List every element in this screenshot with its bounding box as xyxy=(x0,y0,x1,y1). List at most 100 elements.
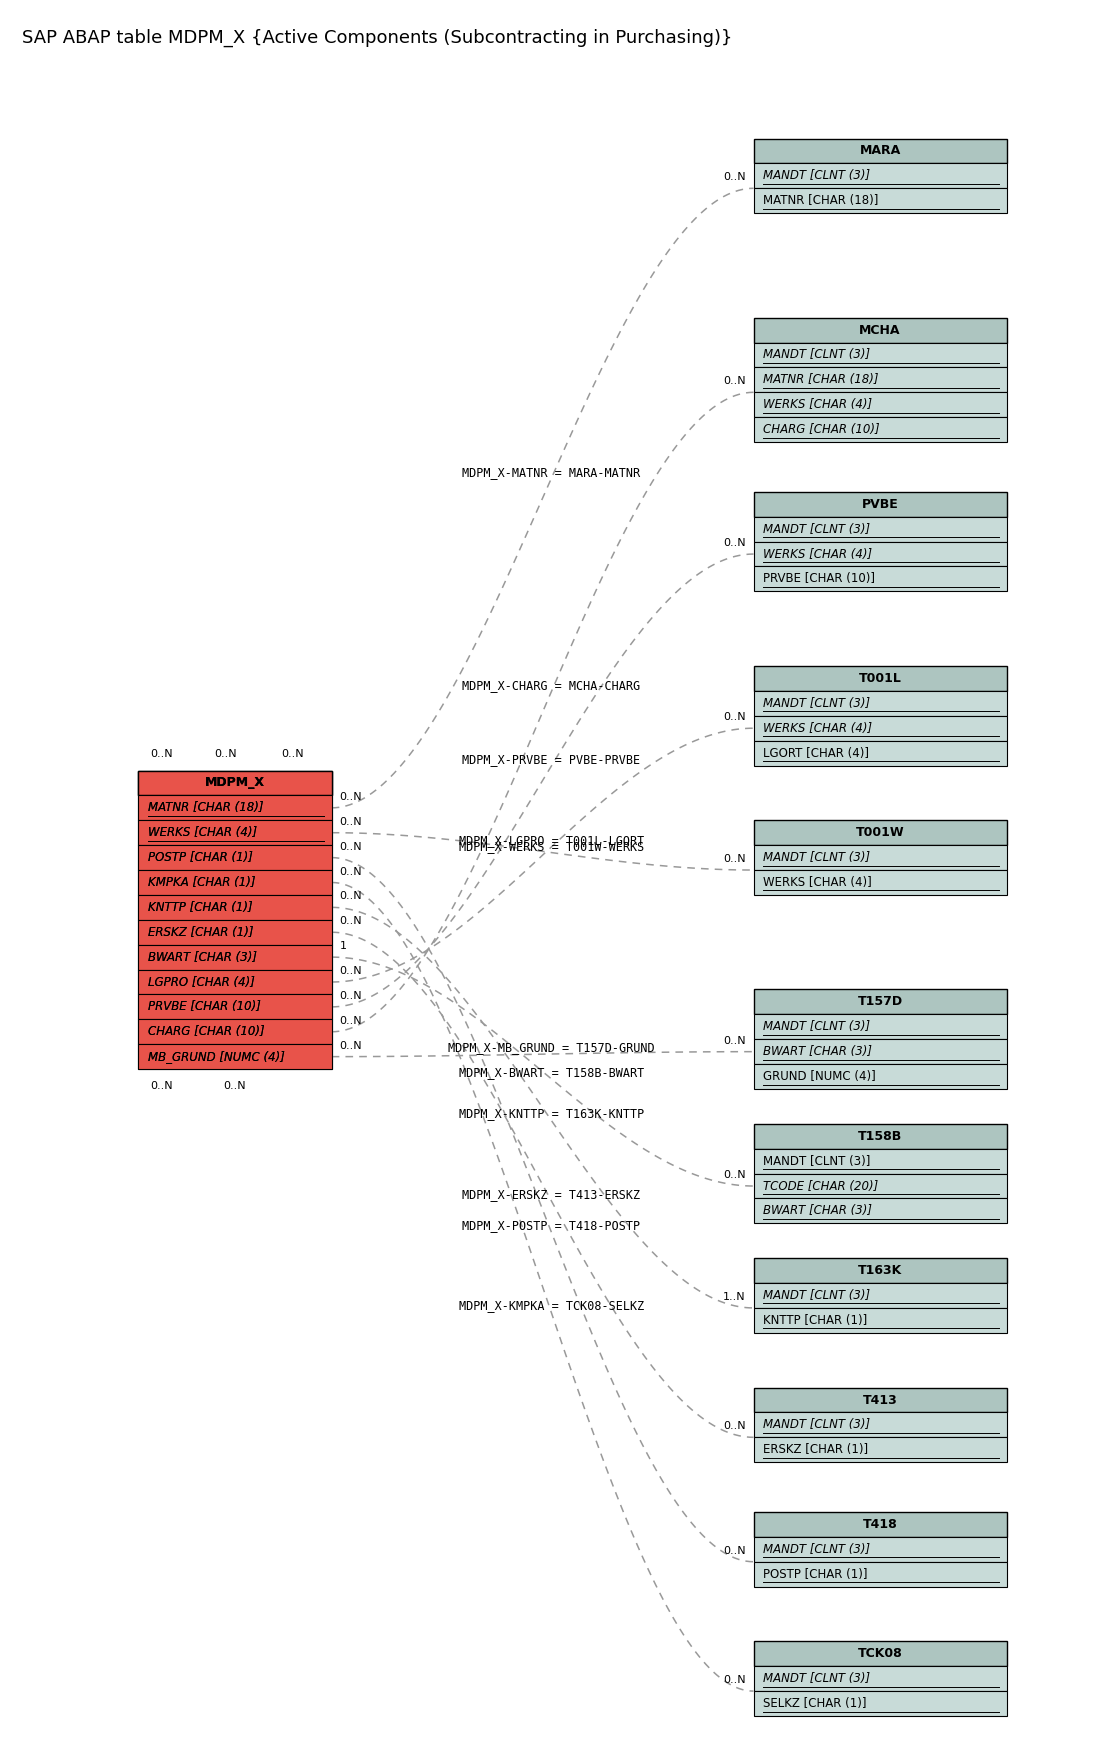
FancyBboxPatch shape xyxy=(139,820,332,846)
Text: MDPM_X-KMPKA = TCK08-SELKZ: MDPM_X-KMPKA = TCK08-SELKZ xyxy=(459,1299,643,1313)
FancyBboxPatch shape xyxy=(139,920,332,944)
Text: CHARG [CHAR (10)]: CHARG [CHAR (10)] xyxy=(149,1025,265,1039)
Text: LGPRO [CHAR (4)]: LGPRO [CHAR (4)] xyxy=(149,976,255,988)
Text: ERSKZ [CHAR (1)]: ERSKZ [CHAR (1)] xyxy=(149,925,254,939)
FancyBboxPatch shape xyxy=(754,1388,1006,1413)
Text: PRVBE [CHAR (10)]: PRVBE [CHAR (10)] xyxy=(763,572,876,586)
FancyBboxPatch shape xyxy=(139,969,332,995)
FancyBboxPatch shape xyxy=(754,1437,1006,1462)
Text: 0..N: 0..N xyxy=(723,1674,745,1685)
FancyBboxPatch shape xyxy=(754,870,1006,895)
Text: 0..N: 0..N xyxy=(723,1546,745,1555)
FancyBboxPatch shape xyxy=(754,1513,1006,1537)
Text: MANDT [CLNT (3)]: MANDT [CLNT (3)] xyxy=(763,1020,870,1034)
Text: 0..N: 0..N xyxy=(150,1081,173,1092)
FancyBboxPatch shape xyxy=(754,1307,1006,1332)
FancyBboxPatch shape xyxy=(754,846,1006,870)
FancyBboxPatch shape xyxy=(139,895,332,920)
Text: LGORT [CHAR (4)]: LGORT [CHAR (4)] xyxy=(763,746,869,760)
FancyBboxPatch shape xyxy=(754,1283,1006,1307)
Text: MANDT [CLNT (3)]: MANDT [CLNT (3)] xyxy=(763,1155,871,1167)
Text: 0..N: 0..N xyxy=(723,1171,745,1179)
Text: 0..N: 0..N xyxy=(340,867,362,876)
Text: POSTP [CHAR (1)]: POSTP [CHAR (1)] xyxy=(149,851,252,863)
Text: MANDT [CLNT (3)]: MANDT [CLNT (3)] xyxy=(763,349,870,362)
FancyBboxPatch shape xyxy=(754,1537,1006,1562)
Text: WERKS [CHAR (4)]: WERKS [CHAR (4)] xyxy=(149,827,257,839)
FancyBboxPatch shape xyxy=(754,1174,1006,1199)
FancyBboxPatch shape xyxy=(754,516,1006,542)
FancyBboxPatch shape xyxy=(139,1044,332,1069)
Text: KNTTP [CHAR (1)]: KNTTP [CHAR (1)] xyxy=(763,1314,868,1327)
Text: TCODE [CHAR (20)]: TCODE [CHAR (20)] xyxy=(763,1179,879,1193)
Text: BWART [CHAR (3)]: BWART [CHAR (3)] xyxy=(763,1204,872,1218)
Text: T413: T413 xyxy=(862,1393,897,1406)
Text: BWART [CHAR (3)]: BWART [CHAR (3)] xyxy=(763,1046,872,1058)
Text: MDPM_X: MDPM_X xyxy=(204,776,265,790)
Text: MDPM_X-WERKS = T001W-WERKS: MDPM_X-WERKS = T001W-WERKS xyxy=(459,839,643,853)
FancyBboxPatch shape xyxy=(754,741,1006,765)
Text: MANDT [CLNT (3)]: MANDT [CLNT (3)] xyxy=(763,523,870,535)
Text: MDPM_X-MB_GRUND = T157D-GRUND: MDPM_X-MB_GRUND = T157D-GRUND xyxy=(448,1041,655,1055)
Text: 0..N: 0..N xyxy=(723,1422,745,1432)
Text: 0..N: 0..N xyxy=(214,749,237,758)
Text: MANDT [CLNT (3)]: MANDT [CLNT (3)] xyxy=(763,1288,870,1302)
FancyBboxPatch shape xyxy=(754,367,1006,393)
FancyBboxPatch shape xyxy=(754,342,1006,367)
Text: 1..N: 1..N xyxy=(723,1292,745,1302)
Text: MANDT [CLNT (3)]: MANDT [CLNT (3)] xyxy=(763,851,870,863)
Text: MDPM_X: MDPM_X xyxy=(204,776,265,790)
Text: 0..N: 0..N xyxy=(340,992,362,1000)
Text: MATNR [CHAR (18)]: MATNR [CHAR (18)] xyxy=(149,802,264,814)
Text: 0..N: 0..N xyxy=(723,172,745,183)
FancyBboxPatch shape xyxy=(754,1014,1006,1039)
FancyBboxPatch shape xyxy=(139,944,332,969)
FancyBboxPatch shape xyxy=(754,163,1006,188)
Text: T001L: T001L xyxy=(859,672,901,684)
FancyBboxPatch shape xyxy=(754,542,1006,567)
FancyBboxPatch shape xyxy=(754,691,1006,716)
Text: WERKS [CHAR (4)]: WERKS [CHAR (4)] xyxy=(763,876,872,890)
Text: MANDT [CLNT (3)]: MANDT [CLNT (3)] xyxy=(763,1418,870,1432)
Text: POSTP [CHAR (1)]: POSTP [CHAR (1)] xyxy=(763,1567,868,1581)
Text: KNTTP [CHAR (1)]: KNTTP [CHAR (1)] xyxy=(149,900,252,914)
FancyBboxPatch shape xyxy=(754,1692,1006,1716)
FancyBboxPatch shape xyxy=(139,846,332,870)
Text: 1: 1 xyxy=(340,941,346,951)
Text: MDPM_X-BWART = T158B-BWART: MDPM_X-BWART = T158B-BWART xyxy=(459,1065,643,1079)
FancyBboxPatch shape xyxy=(754,1039,1006,1064)
Text: WERKS [CHAR (4)]: WERKS [CHAR (4)] xyxy=(763,721,872,735)
Text: GRUND [NUMC (4)]: GRUND [NUMC (4)] xyxy=(763,1071,876,1083)
Text: SELKZ [CHAR (1)]: SELKZ [CHAR (1)] xyxy=(763,1697,867,1709)
Text: KMPKA [CHAR (1)]: KMPKA [CHAR (1)] xyxy=(149,876,256,890)
Text: WERKS [CHAR (4)]: WERKS [CHAR (4)] xyxy=(763,398,872,411)
Text: MDPM_X-KNTTP = T163K-KNTTP: MDPM_X-KNTTP = T163K-KNTTP xyxy=(459,1107,643,1120)
FancyBboxPatch shape xyxy=(754,990,1006,1014)
FancyBboxPatch shape xyxy=(139,870,332,895)
FancyBboxPatch shape xyxy=(139,995,332,1020)
FancyBboxPatch shape xyxy=(139,770,332,795)
Text: BWART [CHAR (3)]: BWART [CHAR (3)] xyxy=(149,951,257,963)
Text: MCHA: MCHA xyxy=(859,323,900,337)
FancyBboxPatch shape xyxy=(754,665,1006,691)
FancyBboxPatch shape xyxy=(139,770,332,795)
FancyBboxPatch shape xyxy=(754,139,1006,163)
Text: KNTTP [CHAR (1)]: KNTTP [CHAR (1)] xyxy=(149,900,252,914)
Text: ERSKZ [CHAR (1)]: ERSKZ [CHAR (1)] xyxy=(149,925,254,939)
Text: PVBE: PVBE xyxy=(861,498,898,511)
Text: 0..N: 0..N xyxy=(340,916,362,927)
FancyBboxPatch shape xyxy=(754,1665,1006,1692)
Text: 0..N: 0..N xyxy=(340,792,362,802)
FancyBboxPatch shape xyxy=(139,1020,332,1044)
FancyBboxPatch shape xyxy=(754,491,1006,516)
Text: T163K: T163K xyxy=(858,1264,903,1278)
Text: T418: T418 xyxy=(862,1518,897,1530)
FancyBboxPatch shape xyxy=(139,895,332,920)
Text: 0..N: 0..N xyxy=(723,539,745,548)
FancyBboxPatch shape xyxy=(754,567,1006,591)
Text: MARA: MARA xyxy=(859,144,900,158)
Text: 0..N: 0..N xyxy=(723,1035,745,1046)
FancyBboxPatch shape xyxy=(139,995,332,1020)
FancyBboxPatch shape xyxy=(754,418,1006,442)
Text: TCK08: TCK08 xyxy=(858,1648,903,1660)
